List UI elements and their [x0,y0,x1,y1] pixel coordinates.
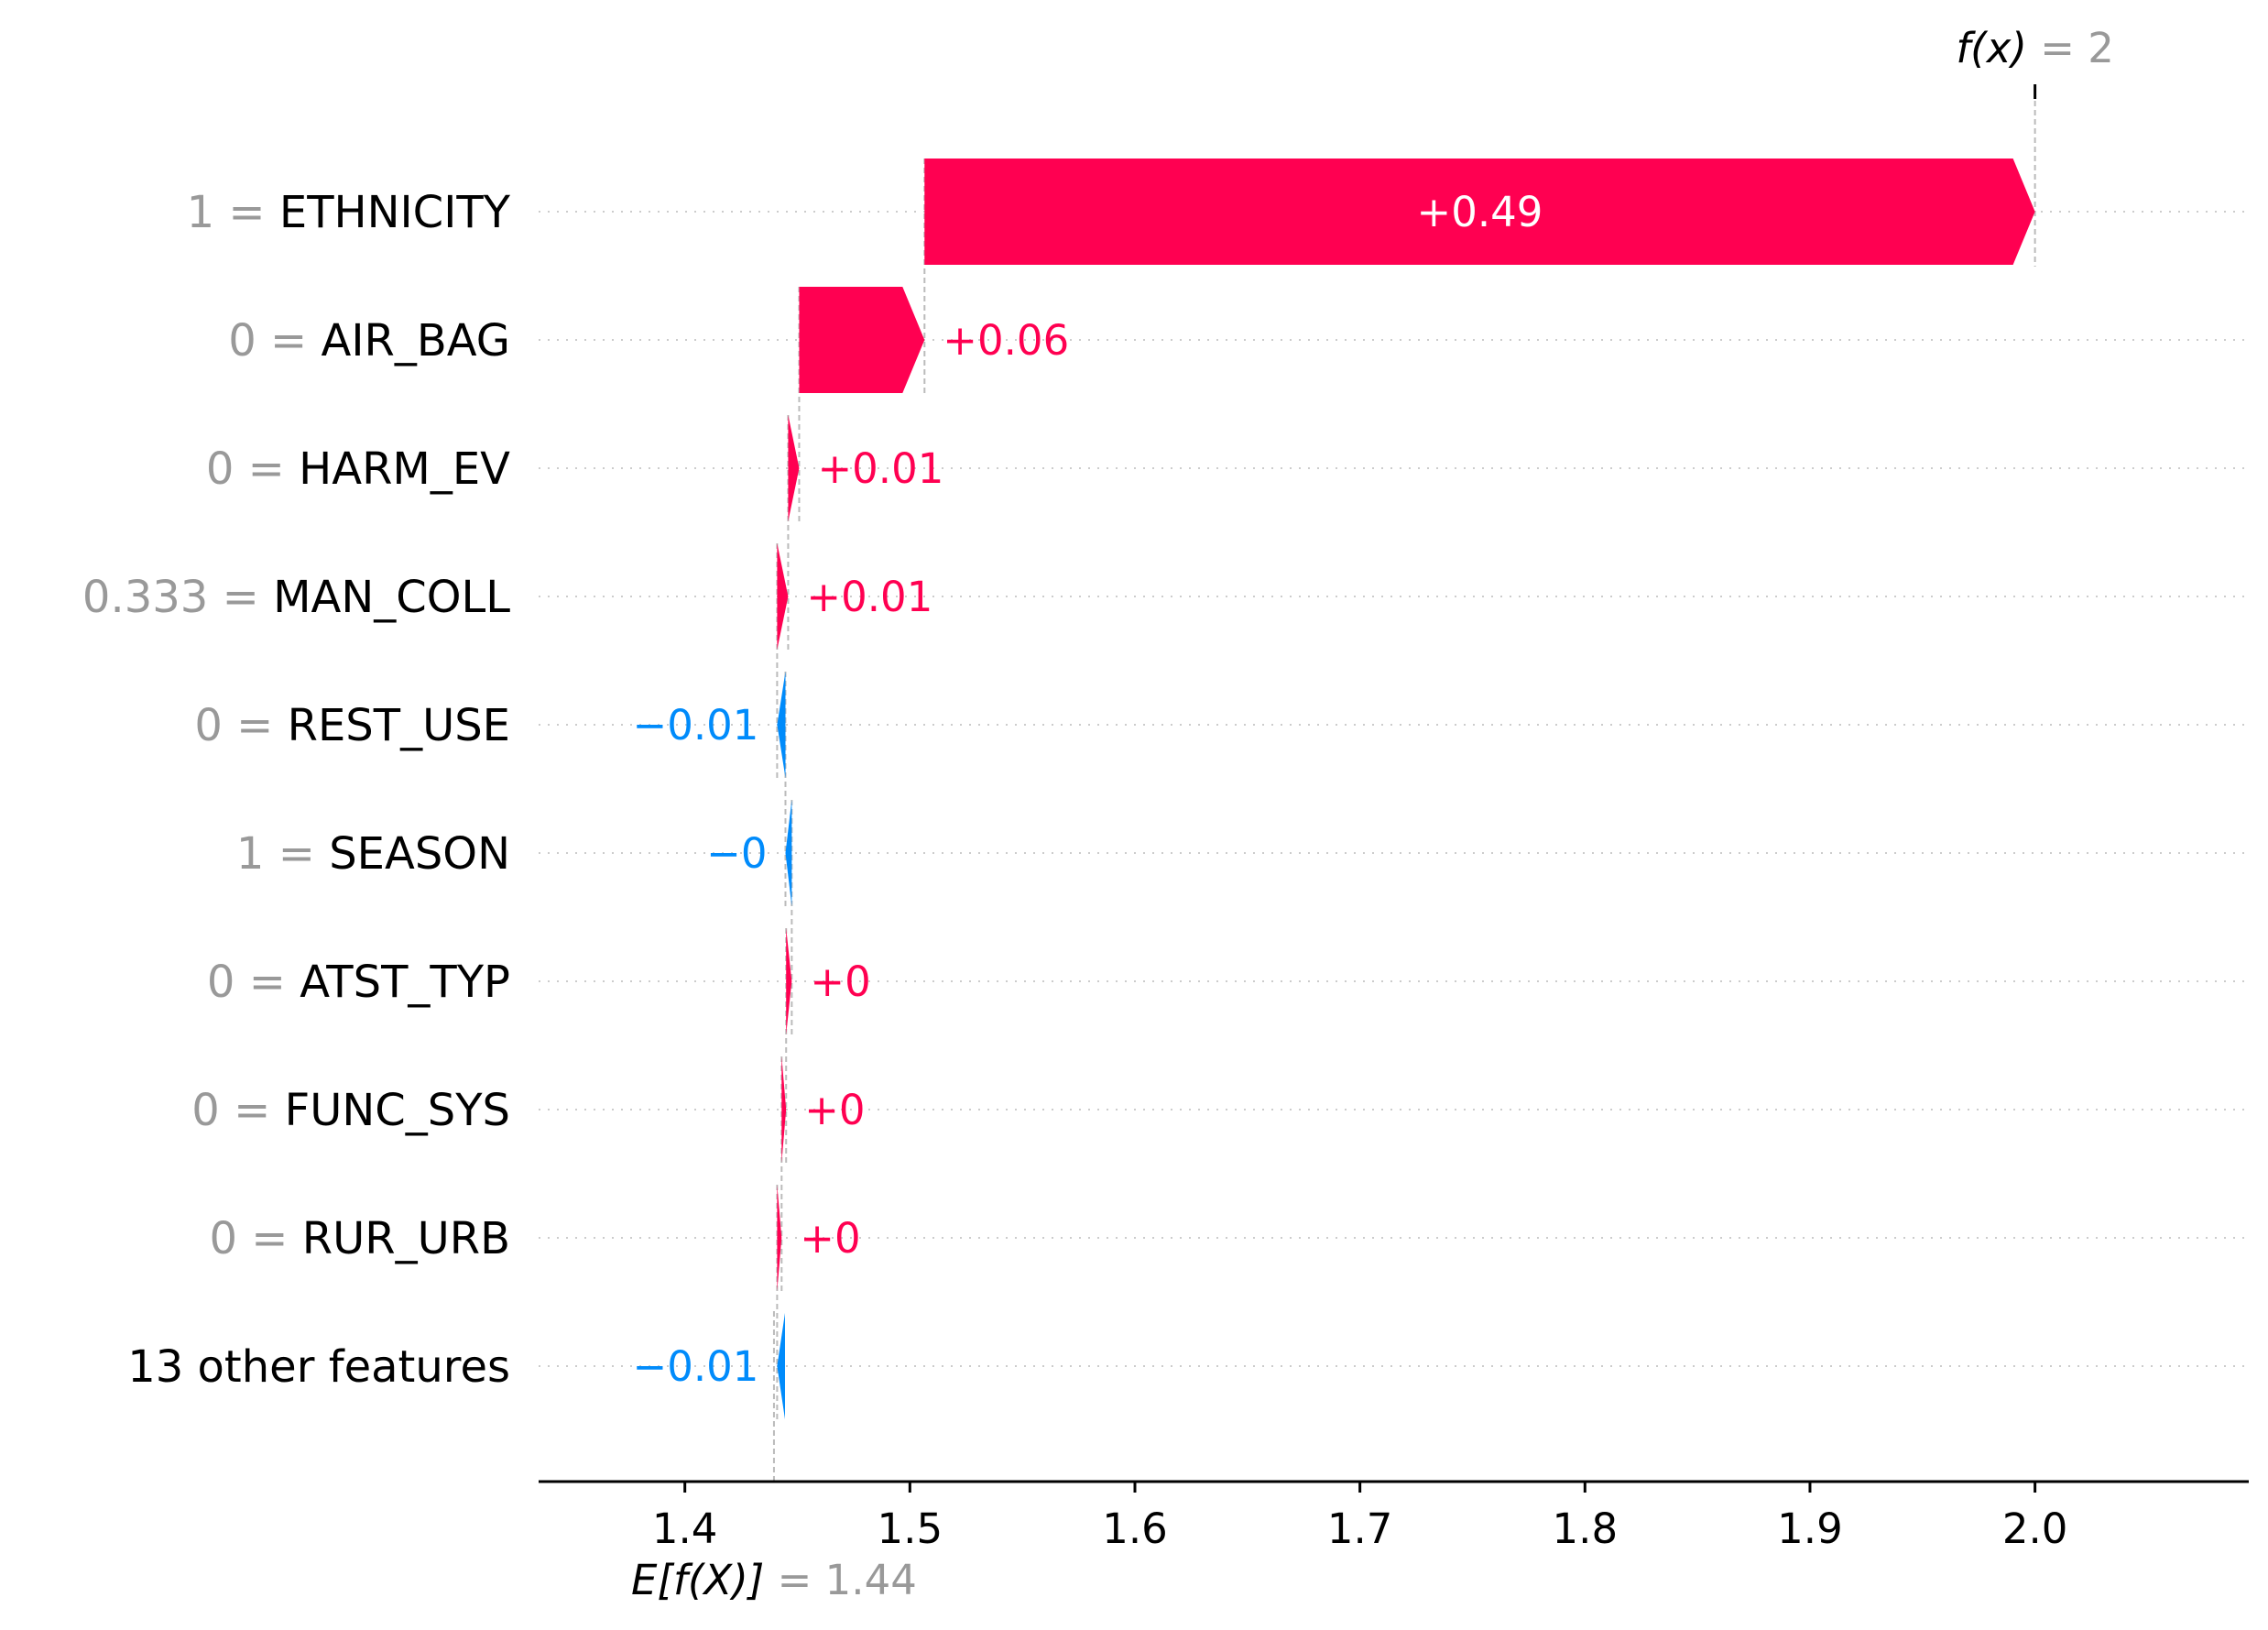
bar-value-label: −0.01 [632,1342,758,1391]
feature-name: FUNC_SYS [285,1085,510,1136]
equals-sign: = [234,443,299,495]
equals-sign: = [264,828,329,880]
equals-sign: = [220,1085,285,1136]
bar-layer: +0.49 +0.06 +0.01 +0.01 −0.01 −0 +0 +0 +0 −0.01 [632,159,2035,1419]
x-tick-label: 1.8 [1553,1504,1619,1553]
bar-value-label: −0 [706,829,767,878]
feature-value: 1 [236,828,265,880]
feature-name: SEASON [329,828,510,880]
guide-line-layer [772,101,2036,1482]
annotation-layer: f(x) = 2 E[f(X)] = 1.44 [631,24,2114,1604]
bar-value-label: +0.01 [806,573,932,621]
feature-label: 1 = SEASON [236,828,510,880]
feature-value: 0 [228,315,256,366]
feature-name: HARM_EV [299,443,510,495]
feature-label: 13 other features [127,1341,510,1393]
fx-equals: = [2027,24,2088,72]
positive-contribution-bar [781,1056,787,1163]
bar-value-label: +0.01 [817,444,943,493]
negative-contribution-bar [777,672,786,778]
feature-name: MAN_COLL [273,572,510,623]
feature-label: 0 = REST_USE [194,700,510,751]
equals-sign: = [208,572,273,623]
x-axis: 1.4 1.5 1.6 1.7 1.8 1.9 2.0 [539,1480,2249,1553]
bar-value-label: +0 [800,1214,860,1263]
equals-sign: = [237,1213,302,1264]
bar-value-label: +0.49 [1417,188,1543,236]
bar-value-label: +0 [804,1086,865,1134]
feature-label: 0 = RUR_URB [209,1213,510,1264]
positive-contribution-bar [799,287,925,393]
row-grid-layer [539,211,2249,1367]
positive-contribution-bar [788,415,800,521]
feature-value: 1 [187,187,215,238]
bar-value-label: +0 [810,957,870,1006]
positive-contribution-bar [777,1185,782,1291]
positive-contribution-bar [924,159,2035,265]
equals-sign: = [234,957,300,1008]
fx-label: f(x) [1956,24,2027,72]
feature-label: 0 = FUNC_SYS [191,1085,510,1136]
x-tick-label: 1.9 [1777,1504,1843,1553]
feature-value: 0 [191,1085,220,1136]
negative-contribution-bar [785,800,792,906]
equals-sign: = [223,700,288,751]
base-value-label: E[f(X)] [631,1556,764,1604]
feature-name: RUR_URB [302,1213,510,1264]
base-value-equals: = [764,1556,824,1604]
fx-annotation: f(x) = 2 [1956,24,2114,72]
x-tick-label: 1.5 [878,1504,943,1553]
feature-value: 0.333 [82,572,208,623]
feature-name: REST_USE [288,700,510,751]
x-tick-label: 1.7 [1327,1504,1393,1553]
bar-value-label: +0.06 [943,316,1069,365]
feature-label: 0 = AIR_BAG [228,315,510,366]
feature-name: 13 other features [127,1341,510,1393]
positive-contribution-bar [786,928,792,1034]
feature-name: ETHNICITY [279,187,511,238]
feature-label: 0 = HARM_EV [206,443,510,495]
feature-value: 0 [209,1213,237,1264]
x-tick-label: 2.0 [2002,1504,2068,1553]
x-tick-label: 1.4 [652,1504,718,1553]
base-value-annotation: E[f(X)] = 1.44 [631,1556,917,1604]
base-value-number: 1.44 [825,1556,917,1604]
feature-name: AIR_BAG [322,315,510,366]
feature-value: 0 [207,957,235,1008]
fx-value: 2 [2088,24,2114,72]
feature-value: 0 [194,700,223,751]
equals-sign: = [214,187,279,238]
negative-contribution-bar [777,1313,785,1419]
feature-label: 0.333 = MAN_COLL [82,572,510,623]
feature-value: 0 [206,443,234,495]
feature-label: 1 = ETHNICITY [187,187,511,238]
equals-sign: = [256,315,322,366]
feature-name: ATST_TYP [300,957,510,1008]
bar-value-label: −0.01 [632,701,758,749]
positive-contribution-bar [777,543,789,650]
x-tick-label: 1.6 [1102,1504,1168,1553]
feature-label: 0 = ATST_TYP [207,957,510,1008]
